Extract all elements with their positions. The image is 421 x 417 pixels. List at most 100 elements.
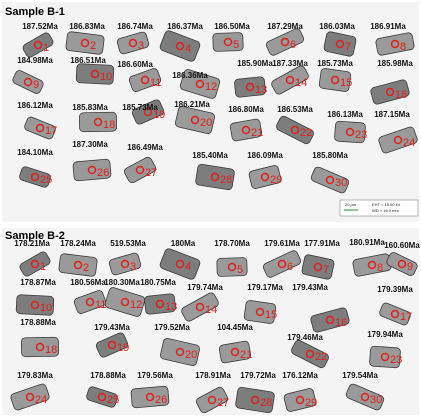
spot-number: 13 (165, 301, 177, 313)
zircon-grain (283, 388, 317, 412)
spot-number: 6 (287, 261, 293, 273)
zircon-grain (248, 165, 282, 189)
spot-number: 26 (97, 167, 109, 179)
zircon-grain (79, 111, 117, 133)
spot-number: 27 (145, 167, 157, 179)
zircon-grain (195, 163, 235, 191)
spot-number: 17 (400, 311, 412, 323)
spot-number: 30 (370, 394, 382, 406)
analysis-spot (128, 38, 138, 48)
analysis-spot (385, 87, 395, 97)
analysis-spot (73, 260, 83, 270)
age-label: 187.29Ma (267, 22, 303, 31)
analysis-spot (195, 302, 205, 312)
age-label: 186.50Ma (214, 22, 250, 31)
zircon-grain (10, 383, 50, 411)
zircon-grain (323, 31, 357, 57)
age-label: 180.91Ma (349, 238, 385, 247)
analysis-spot (250, 395, 260, 405)
age-label: 180.56Ma (70, 278, 106, 287)
analysis-spot (330, 75, 340, 85)
zircon-grain (175, 106, 215, 134)
zircon-grain (379, 302, 411, 326)
spot-number: 29 (305, 397, 317, 409)
analysis-spot (295, 395, 305, 405)
age-label: 179.56Ma (137, 371, 173, 380)
spot-number: 21 (240, 349, 252, 361)
spot-number: 23 (390, 354, 402, 366)
analysis-spot (90, 69, 100, 79)
analysis-spot (85, 297, 95, 307)
analysis-spot (30, 172, 40, 182)
zircon-grain (21, 336, 59, 358)
age-label: 186.21Ma (174, 100, 210, 109)
spot-number: 3 (130, 261, 136, 273)
spot-number: 10 (40, 302, 52, 314)
zircon-grain (160, 338, 200, 366)
analysis-spot (107, 340, 117, 350)
zircon-grain (108, 252, 142, 276)
spot-number: 21 (251, 127, 263, 139)
analysis-spot (285, 75, 295, 85)
age-label: 185.40Ma (192, 151, 228, 160)
analysis-spot (175, 259, 185, 269)
age-label: 179.17Ma (247, 283, 283, 292)
zircon-grain (12, 70, 44, 94)
zircon-grain (301, 254, 335, 280)
zircon-grain (370, 79, 410, 105)
analysis-spot (93, 117, 103, 127)
zircon-grain (75, 63, 115, 85)
spot-number: 27 (217, 397, 229, 409)
age-label: 186.09Ma (247, 151, 283, 160)
zircon-grain (265, 28, 305, 56)
age-label: 179.94Ma (367, 330, 403, 339)
age-label: 178.24Ma (60, 239, 96, 248)
analysis-spot (277, 259, 287, 269)
age-label: 179.83Ma (17, 371, 53, 380)
age-label: 187.52Ma (22, 22, 58, 31)
zircon-grain (271, 65, 309, 95)
spot-number: 8 (400, 41, 406, 53)
analysis-spot (175, 347, 185, 357)
analysis-spot (97, 392, 107, 402)
zircon-grain (73, 290, 107, 314)
zircon-grain (378, 126, 418, 154)
age-label: 178.87Ma (20, 278, 56, 287)
age-label: 184.98Ma (17, 56, 53, 65)
spot-number: 22 (300, 127, 312, 139)
spot-number: 22 (315, 351, 327, 363)
zircon-grain (130, 385, 170, 409)
spot-number: 14 (205, 304, 217, 316)
zircon-grain (159, 248, 201, 280)
zircon-grain (19, 251, 51, 277)
analysis-spot (35, 342, 45, 352)
age-label: 187.33Ma (272, 59, 308, 68)
zircon-grain (24, 116, 56, 140)
spot-number: 11 (95, 299, 106, 311)
age-label: 185.80Ma (312, 151, 348, 160)
spot-number: 1 (40, 261, 46, 273)
spot-number: 20 (185, 349, 197, 361)
age-label: 187.30Ma (72, 140, 108, 149)
spot-number: 3 (138, 40, 144, 52)
analysis-spot (143, 107, 153, 117)
age-label: 186.13Ma (327, 110, 363, 119)
zircon-grain (334, 120, 366, 144)
analysis-spot (223, 37, 233, 47)
age-label: 178.70Ma (214, 239, 250, 248)
zircon-grain (235, 386, 275, 414)
age-label: 178.88Ma (90, 371, 126, 380)
zircon-grain (15, 294, 55, 316)
spot-number: 12 (205, 81, 217, 93)
zircon-grain (131, 99, 165, 125)
spot-number: 4 (185, 261, 191, 273)
zircon-grain (196, 386, 228, 414)
zircon-grain (159, 30, 201, 62)
age-label: 185.90Ma (237, 59, 273, 68)
panel-title: Sample B-2 (5, 230, 65, 242)
analysis-spot (155, 299, 165, 309)
zircon-grain (310, 166, 350, 194)
spot-number: 24 (35, 394, 47, 406)
spot-number: 28 (220, 174, 232, 186)
zircon-grain (104, 287, 146, 317)
